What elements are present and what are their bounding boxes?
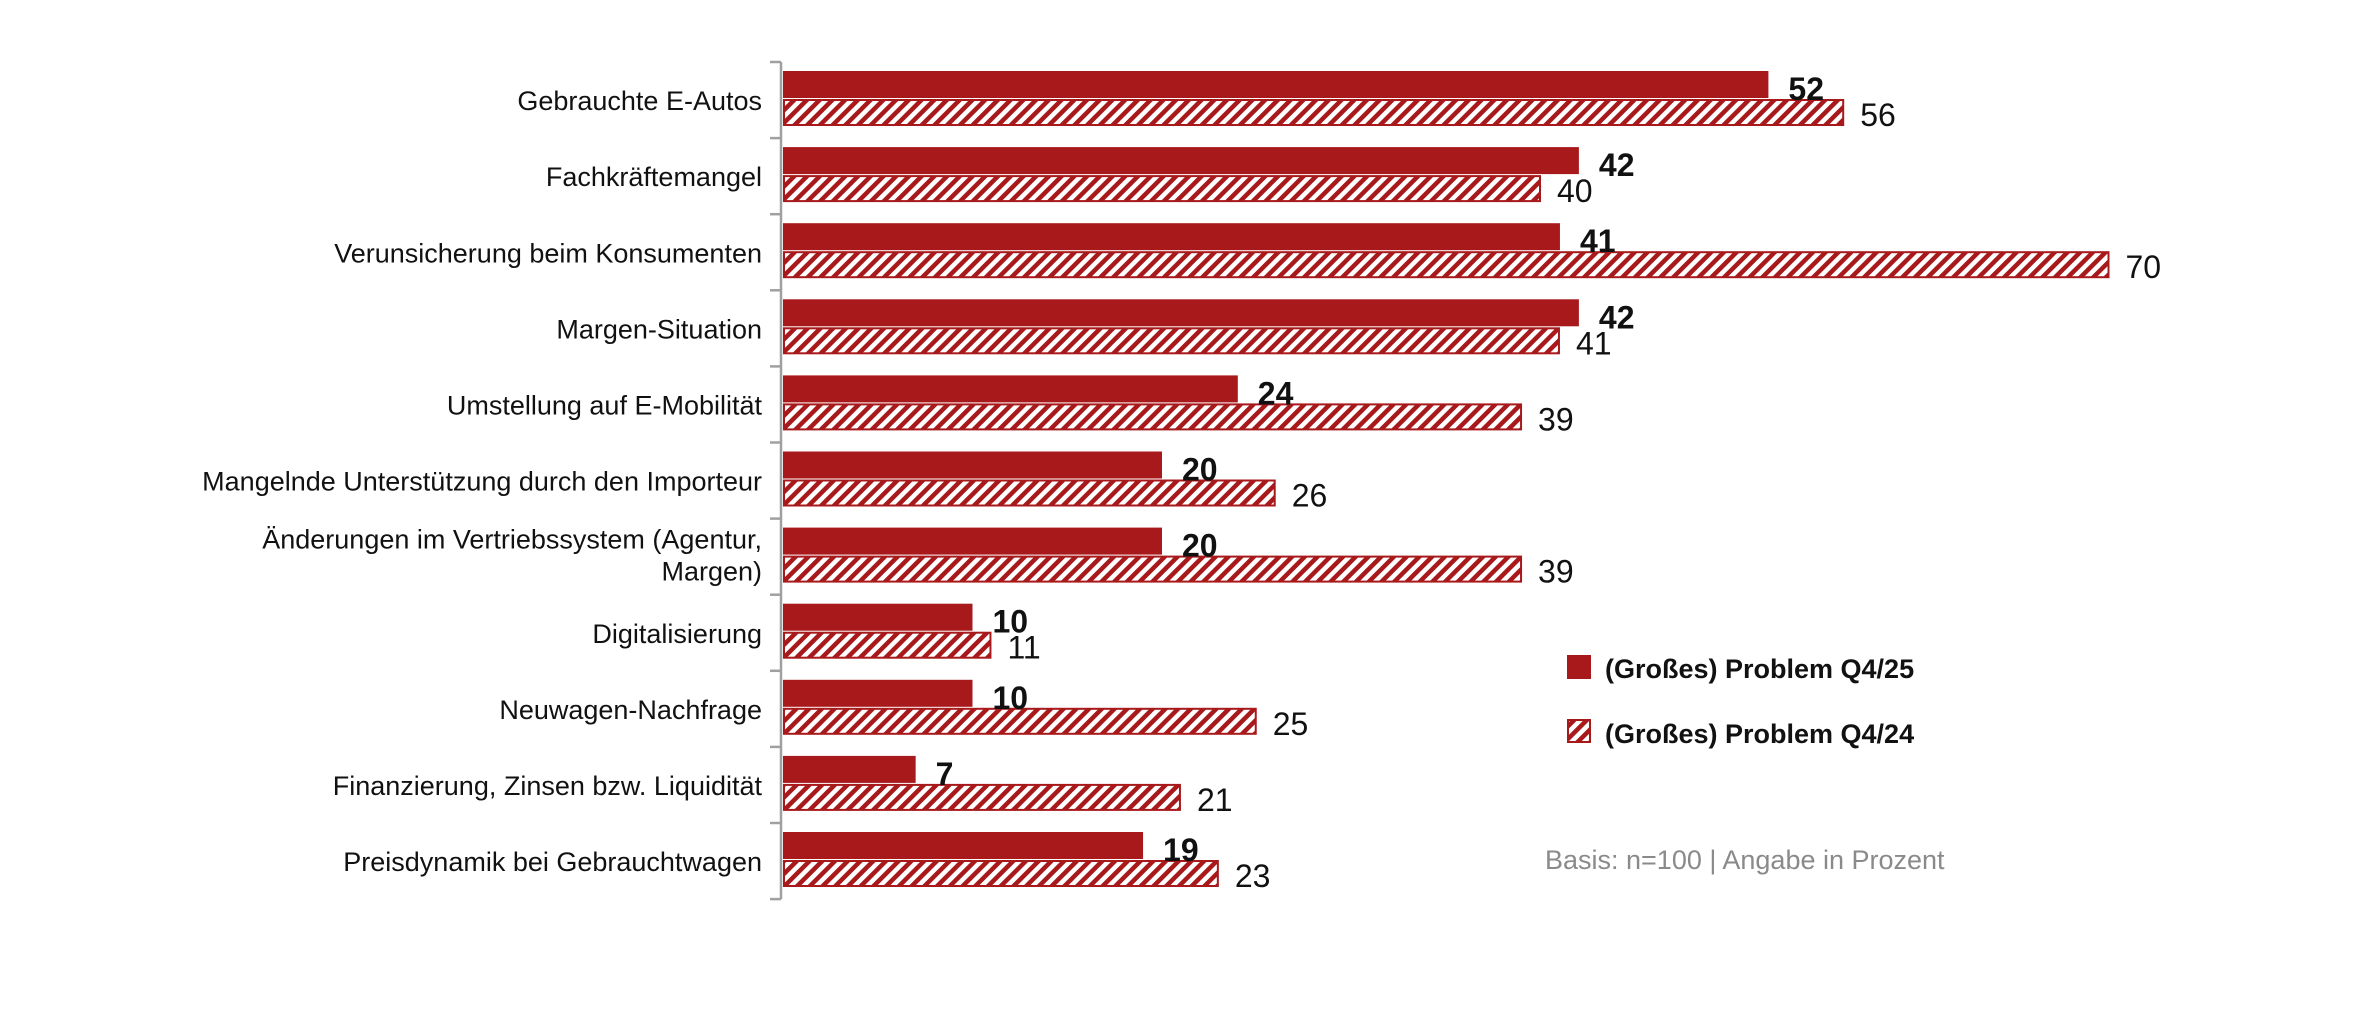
value-label-q4-25: 24: [1258, 375, 1294, 411]
bar-q4-25: [783, 147, 1579, 175]
legend-label-q4-24: (Großes) Problem Q4/24: [1605, 719, 1914, 749]
bar-q4-24: [783, 479, 1276, 507]
bar-q4-25: [783, 223, 1560, 251]
bars: 5256424041704241243920262039101110257211…: [783, 71, 2161, 894]
value-label-q4-25: 19: [1163, 832, 1199, 868]
category-label: Preisdynamik bei Gebrauchtwagen: [343, 847, 762, 877]
category-label: Fachkräftemangel: [546, 162, 762, 192]
category-label: Margen-Situation: [556, 314, 762, 344]
legend-label-q4-25: (Großes) Problem Q4/25: [1605, 654, 1914, 684]
value-label-q4-25: 41: [1580, 223, 1616, 259]
bar-q4-24: [783, 175, 1541, 203]
bar-q4-24: [783, 783, 1181, 811]
category-label: Margen): [661, 557, 762, 587]
category-label: Digitalisierung: [592, 619, 762, 649]
value-label-q4-24: 26: [1292, 478, 1328, 514]
bar-q4-24: [783, 707, 1257, 735]
legend: (Großes) Problem Q4/25 (Großes) Problem …: [1567, 654, 1914, 749]
value-label-q4-25: 10: [993, 604, 1029, 640]
value-label-q4-25: 20: [1182, 452, 1218, 488]
value-label-q4-24: 40: [1557, 173, 1593, 209]
value-label-q4-24: 56: [1860, 97, 1896, 133]
category-label: Finanzierung, Zinsen bzw. Liquidität: [333, 771, 763, 801]
value-label-q4-25: 42: [1599, 147, 1635, 183]
bar-q4-25: [783, 679, 973, 707]
value-label-q4-24: 41: [1576, 325, 1612, 361]
bar-q4-25: [783, 71, 1769, 98]
basis-note: Basis: n=100 | Angabe in Prozent: [1545, 845, 1945, 875]
value-label-q4-25: 42: [1599, 299, 1635, 335]
bar-q4-24: [783, 327, 1560, 355]
bar-q4-24: [783, 860, 1219, 887]
category-label: Änderungen im Vertriebssystem (Agentur,: [262, 525, 762, 555]
category-axis: [770, 60, 783, 901]
value-label-q4-25: 10: [993, 680, 1029, 716]
value-label-q4-24: 39: [1538, 401, 1574, 437]
category-label: Umstellung auf E-Mobilität: [447, 390, 763, 420]
value-label-q4-24: 39: [1538, 554, 1574, 590]
value-label-q4-24: 23: [1235, 858, 1271, 894]
value-label-q4-24: 21: [1197, 782, 1233, 818]
value-label-q4-24: 11: [1007, 630, 1040, 666]
category-labels: Gebrauchte E-Autos Fachkräftemangel Veruns…: [202, 86, 762, 877]
bar-q4-25: [783, 527, 1162, 555]
category-label: Verunsicherung beim Konsumenten: [334, 238, 762, 268]
bar-q4-25: [783, 603, 973, 631]
bar-q4-25: [783, 832, 1144, 859]
bar-q4-25: [783, 375, 1238, 403]
value-label-q4-25: 20: [1182, 528, 1218, 564]
legend-swatch-q4-24: [1567, 719, 1591, 743]
value-label-q4-25: 7: [936, 756, 954, 792]
bar-q4-24: [783, 99, 1845, 126]
bar-q4-25: [783, 299, 1579, 327]
category-label: Gebrauchte E-Autos: [517, 86, 762, 116]
value-label-q4-24: 70: [2126, 249, 2162, 285]
bar-q4-24: [783, 631, 992, 659]
value-label-q4-25: 52: [1788, 71, 1824, 107]
bar-q4-25: [783, 755, 916, 783]
bar-q4-24: [783, 555, 1523, 583]
bar-q4-24: [783, 403, 1523, 431]
legend-swatch-q4-25: [1567, 655, 1591, 679]
category-label: Mangelnde Unterstützung durch den Import…: [202, 467, 762, 497]
value-label-q4-24: 25: [1273, 706, 1309, 742]
category-label: Neuwagen-Nachfrage: [499, 695, 762, 725]
bar-q4-25: [783, 451, 1162, 479]
bar-q4-24: [783, 251, 2110, 279]
